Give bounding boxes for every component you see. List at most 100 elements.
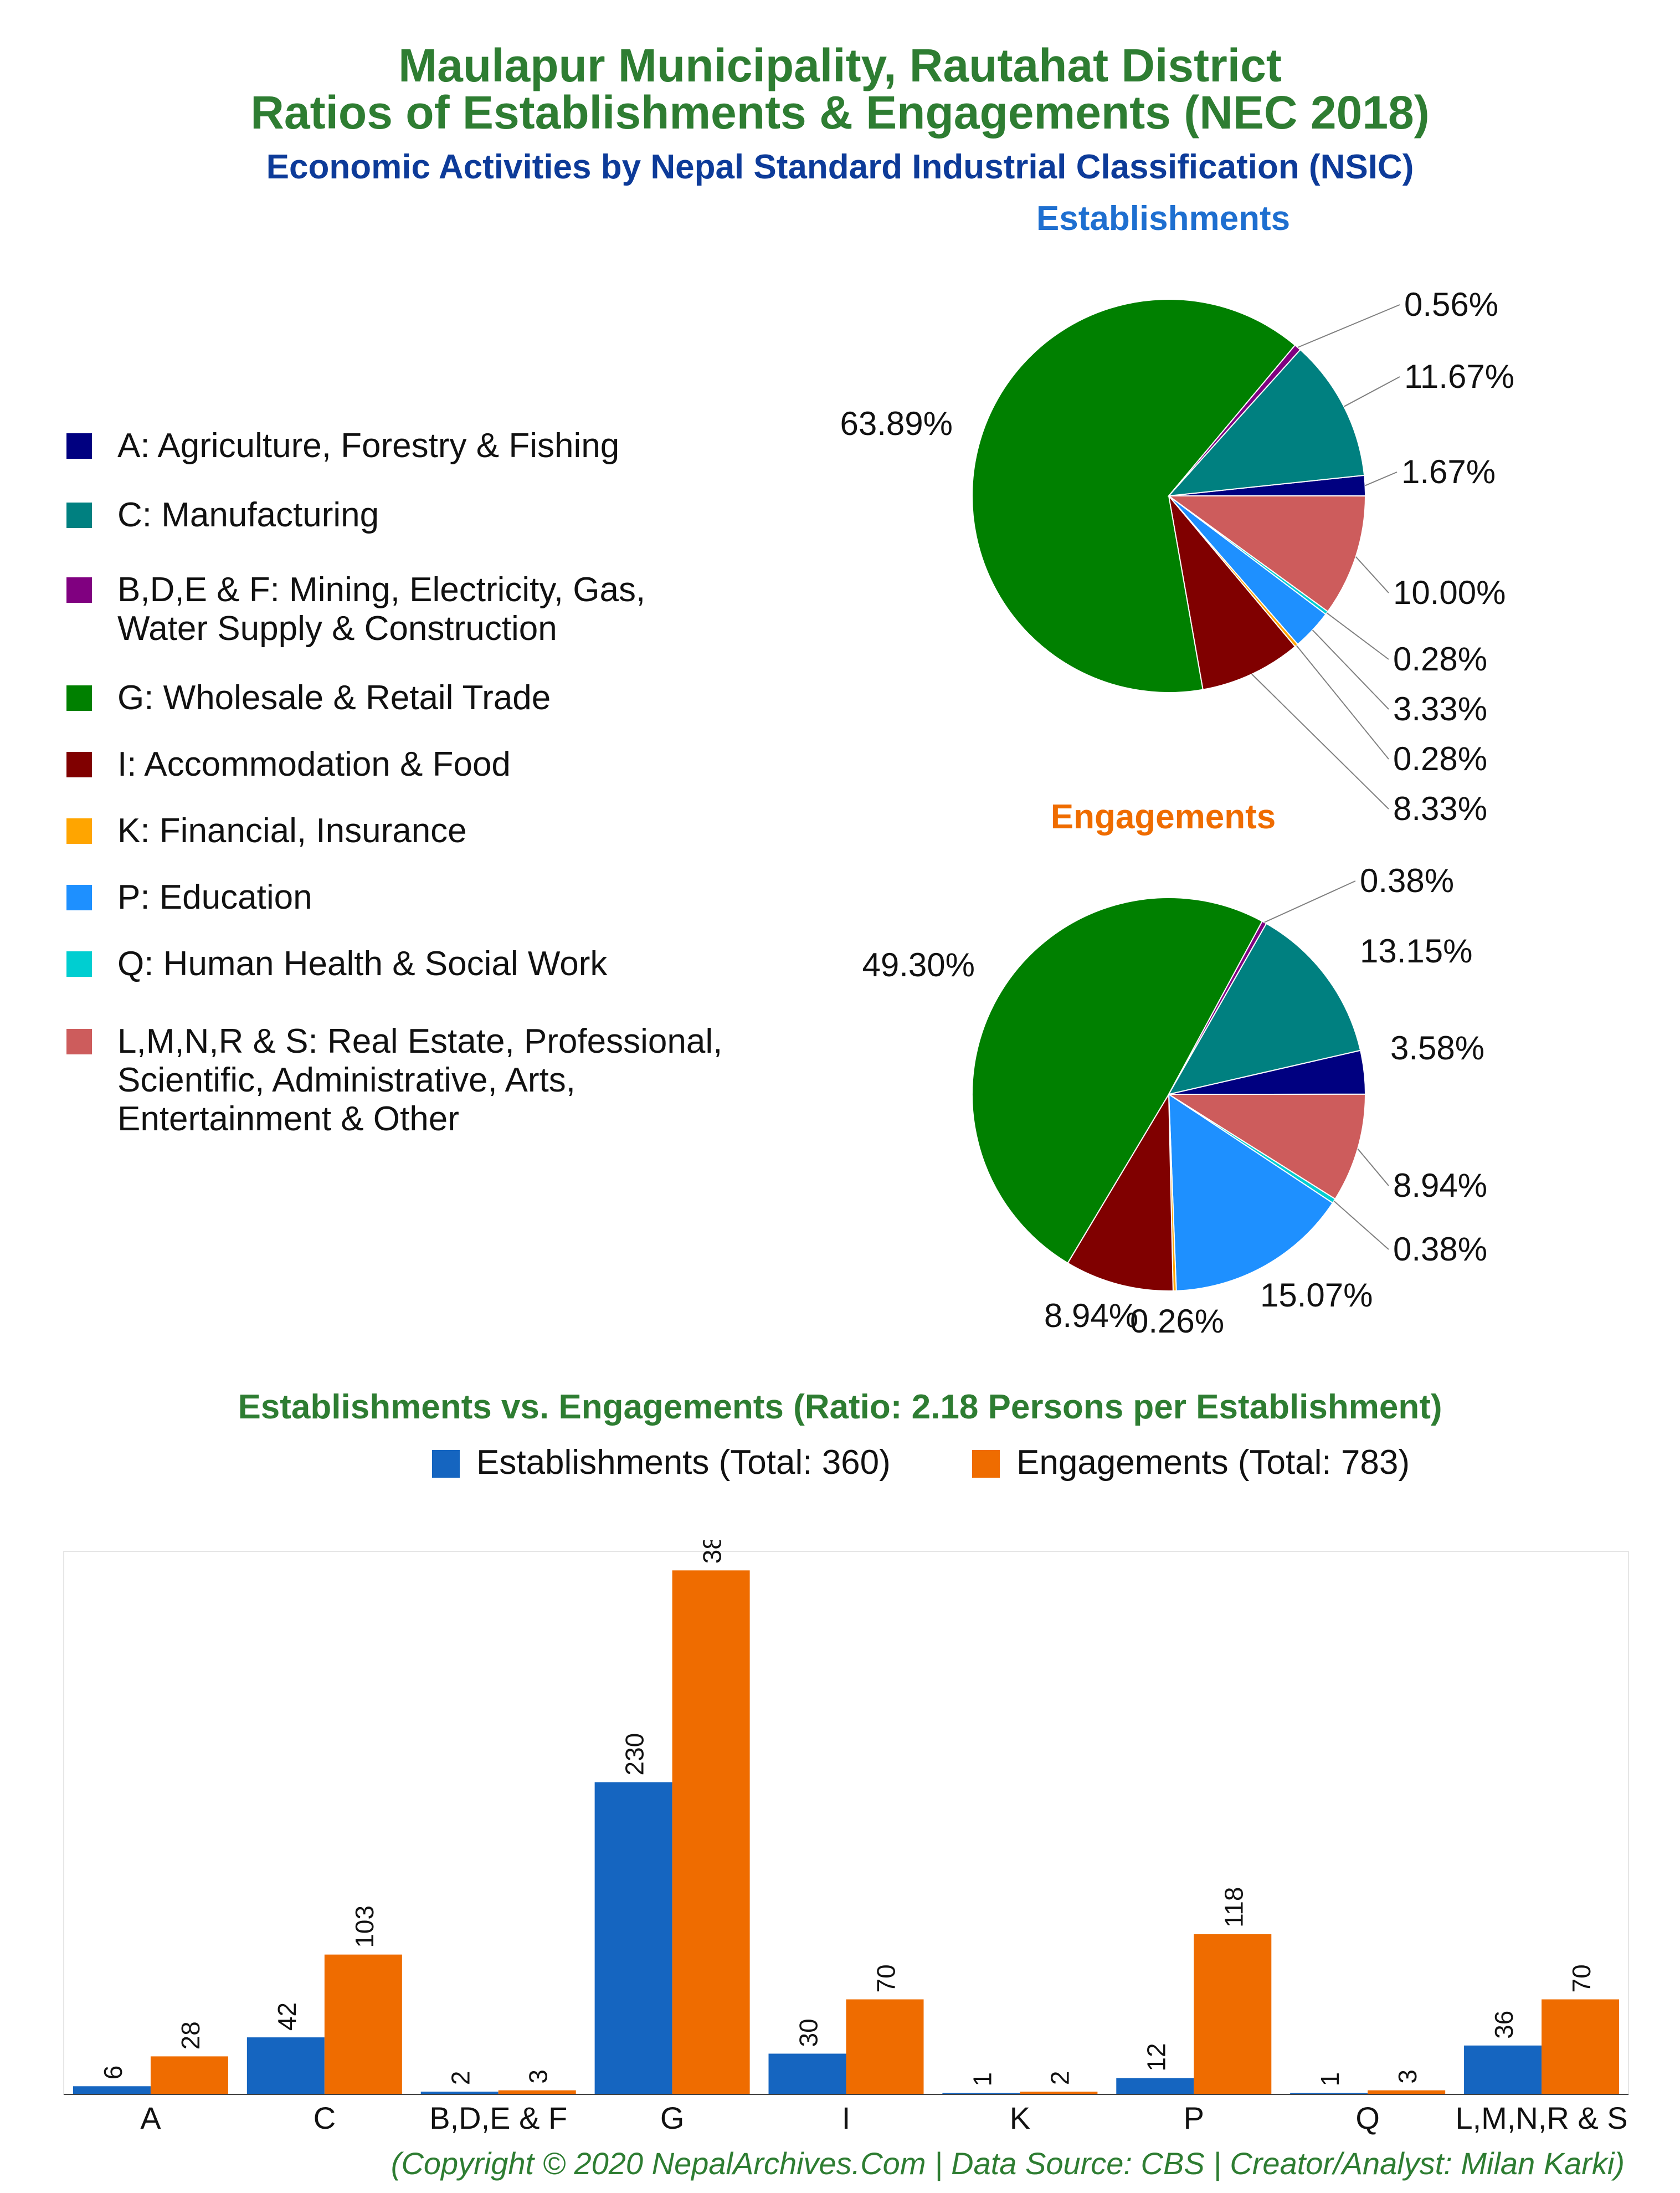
legend-swatch <box>66 818 92 844</box>
pie-data-label: 15.07% <box>1260 1277 1373 1314</box>
x-tick-label: K <box>1010 2100 1030 2135</box>
bar-engagements <box>1368 2090 1446 2094</box>
legend-swatch <box>66 577 92 603</box>
bar-value-label: 28 <box>176 2021 205 2049</box>
legend-label: L,M,N,R & S: Real Estate, Professional, … <box>117 1022 723 1138</box>
establishments-pie-title: Establishments <box>1036 199 1291 238</box>
bar-establishments <box>594 1782 672 2094</box>
bar-establishments <box>942 2093 1020 2094</box>
legend-label: Q: Human Health & Social Work <box>117 945 608 983</box>
legend-label: G: Wholesale & Retail Trade <box>117 679 551 717</box>
bar-engagements <box>672 1570 750 2094</box>
bar-establishments <box>1464 2045 1542 2094</box>
pie-data-label: 0.26% <box>1130 1303 1224 1340</box>
establishments-pie: 1.67% 10.00% 0.28% 3.33% 0.28% 8.33% 63.89% 0.5… <box>840 286 1515 827</box>
x-tick-label: Q <box>1355 2100 1380 2135</box>
bar-value-label: 2 <box>1045 2071 1074 2086</box>
bar-legend-engagements-label: Engagements (Total: 783) <box>1016 1443 1410 1482</box>
x-tick-label: A <box>140 2100 161 2135</box>
bar-value-label: 30 <box>794 2018 823 2047</box>
pie-data-label: 63.89% <box>840 405 953 442</box>
bar-value-label: 386 <box>698 1540 727 1564</box>
pie-charts: 1.67% 10.00% 0.28% 3.33% 0.28% 8.33% 63.89% 0.5… <box>840 286 1515 1340</box>
bar-establishments <box>1290 2093 1368 2094</box>
pie-data-label: 1.67% <box>1401 453 1496 490</box>
pie-slice-p <box>1168 1093 1334 1292</box>
bar-establishments <box>73 2086 151 2094</box>
pie-data-label: 49.30% <box>862 946 975 983</box>
legend-label: A: Agriculture, Forestry & Fishing <box>117 427 620 465</box>
bar-value-label: 1 <box>968 2072 996 2087</box>
pie-leader-line <box>1264 880 1356 923</box>
bar-value-label: 3 <box>1393 2069 1422 2084</box>
pie-leader-line <box>1357 1148 1389 1186</box>
bar-value-label: 1 <box>1316 2072 1344 2087</box>
bar-engagements <box>1542 1999 1620 2094</box>
pie-data-label: 8.33% <box>1393 790 1487 827</box>
bar-legend-establishments-label: Establishments (Total: 360) <box>476 1443 891 1482</box>
x-tick-label: B,D,E & F <box>429 2100 567 2135</box>
chart-subtitle: Economic Activities by Nepal Standard In… <box>266 148 1414 186</box>
pie-data-label: 8.94% <box>1393 1167 1487 1204</box>
pie-leader-line <box>1355 556 1389 593</box>
pie-data-label: 3.58% <box>1390 1029 1484 1067</box>
legend-swatch <box>66 503 92 528</box>
bar-value-label: 103 <box>350 1905 379 1948</box>
bar-value-label: 230 <box>620 1733 649 1776</box>
x-tick-label: P <box>1184 2100 1204 2135</box>
x-tick-label: L,M,N,R & S <box>1455 2100 1627 2135</box>
bar-legend-engagements-swatch <box>972 1450 1000 1478</box>
bar-value-label: 70 <box>872 1964 901 1992</box>
bar-establishments <box>1116 2078 1194 2094</box>
pie-data-label: 3.33% <box>1393 690 1487 727</box>
legend-swatch <box>66 685 92 711</box>
pie-data-label: 11.67% <box>1404 358 1514 395</box>
pie-data-label: 0.56% <box>1404 286 1498 323</box>
pie-data-label: 10.00% <box>1393 574 1506 611</box>
pie-leader-line <box>1297 304 1400 348</box>
bar-chart-title: Establishments vs. Engagements (Ratio: 2… <box>238 1388 1442 1426</box>
legend-swatch <box>66 752 92 777</box>
pie-data-label: 8.94% <box>1044 1297 1138 1334</box>
bar-engagements <box>150 2056 228 2094</box>
bar-legend-engagements: Engagements (Total: 783) <box>972 1443 1471 1488</box>
legend-label: B,D,E & F: Mining, Electricity, Gas, Wat… <box>117 571 646 648</box>
bar-establishments <box>246 2037 325 2094</box>
pie-slice-lmnrs <box>1167 1093 1366 1200</box>
pie-leader-line <box>1326 612 1389 660</box>
x-tick-label: C <box>314 2100 336 2135</box>
bar-engagements <box>498 2090 576 2094</box>
footer-credit: (Copyright © 2020 NepalArchives.Com | Da… <box>391 2146 1625 2181</box>
pie-leader-line <box>1296 645 1389 760</box>
pie-slice-lmnrs <box>1167 495 1366 613</box>
bar-legend-establishments: Establishments (Total: 360) <box>432 1443 931 1488</box>
chart-title-line2: Ratios of Establishments & Engagements (… <box>250 86 1430 139</box>
pie-leader-line <box>1251 674 1389 809</box>
legend-swatch <box>66 885 92 910</box>
bar-engagements <box>846 1999 924 2094</box>
bar-legend-establishments-swatch <box>432 1450 460 1478</box>
pie-data-label: 0.28% <box>1393 740 1487 777</box>
pie-leader-line <box>1312 629 1389 710</box>
pie-data-label: 0.38% <box>1360 862 1454 899</box>
bar-engagements <box>324 1954 402 2094</box>
legend-label: C: Manufacturing <box>117 496 379 534</box>
bar-value-label: 36 <box>1489 2011 1518 2039</box>
x-tick-label: I <box>842 2100 851 2135</box>
pie-slice-g <box>972 299 1296 693</box>
pie-slice-i <box>1168 494 1296 690</box>
bar-engagements <box>1194 1934 1272 2094</box>
pie-data-label: 0.38% <box>1393 1231 1487 1268</box>
pie-leader-line <box>1365 472 1398 486</box>
legend-swatch <box>66 951 92 977</box>
bar-value-label: 6 <box>99 2066 127 2080</box>
bar-establishments <box>768 2053 846 2094</box>
engagements-pie: 3.58%8.94%0.38%15.07%0.26%8.94%49.30%0.3… <box>862 862 1488 1340</box>
chart-title-line1: Maulapur Municipality, Rautahat District <box>398 39 1282 91</box>
legend-label: K: Financial, Insurance <box>117 812 467 850</box>
bar-value-label: 2 <box>446 2071 475 2086</box>
pie-slice-c <box>1167 349 1365 497</box>
bar-value-label: 42 <box>273 2002 301 2031</box>
pie-data-label: 0.28% <box>1393 641 1487 678</box>
